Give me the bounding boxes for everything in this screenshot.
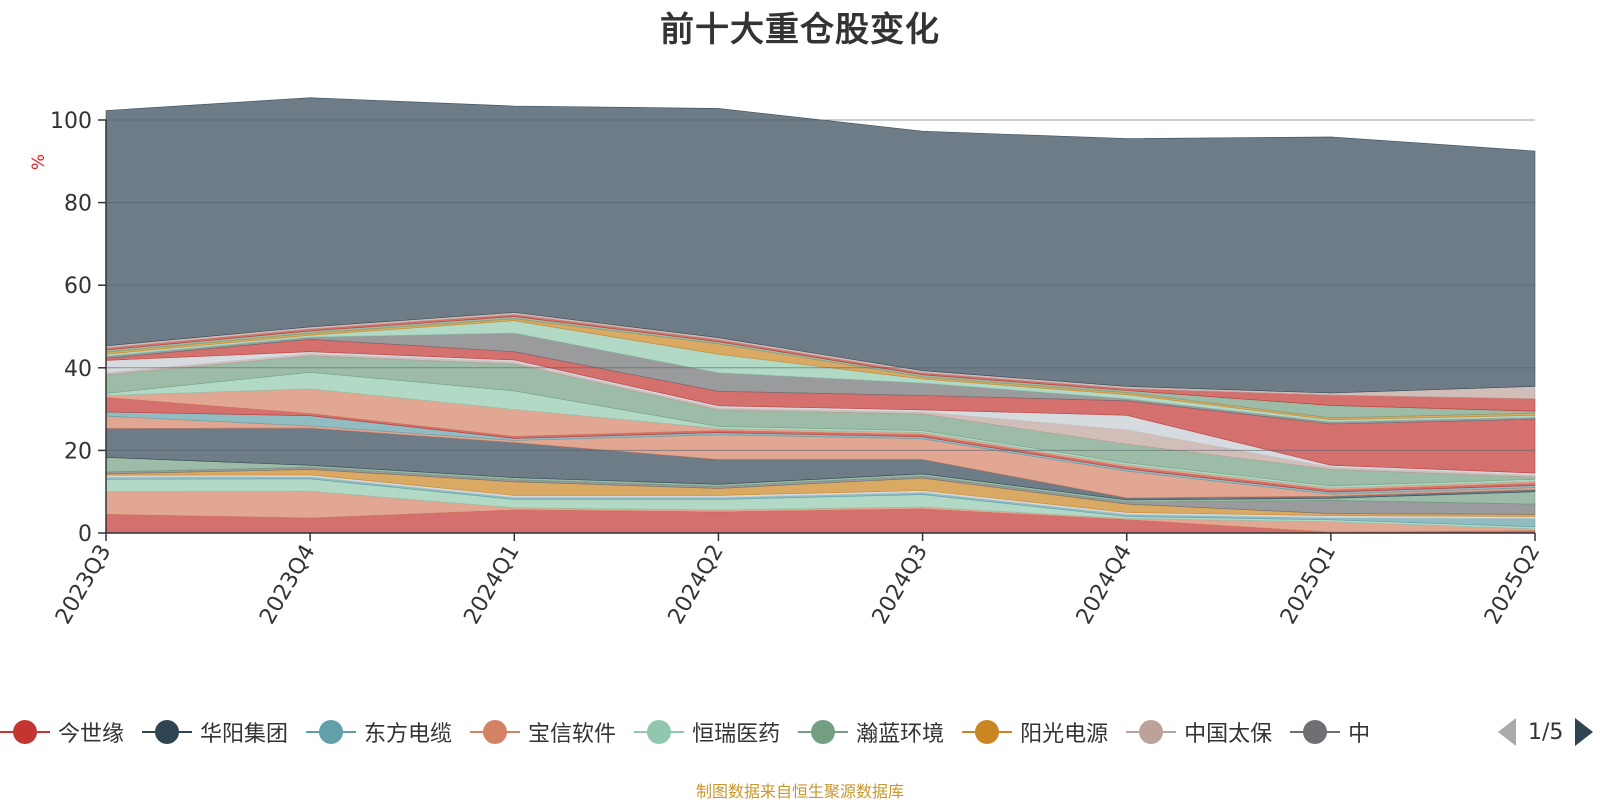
legend-item-4[interactable]: 恒瑞医药 [634, 712, 780, 752]
legend-label: 宝信软件 [528, 722, 617, 747]
legend-marker-icon [962, 720, 1013, 744]
legend-pager: 1/5 [1498, 712, 1600, 752]
x-tick-label-7: 2025Q2 [1480, 541, 1545, 629]
x-tick-label-5: 2024Q4 [1072, 541, 1137, 629]
legend-label: 阳光电源 [1020, 722, 1109, 747]
legend-item-1[interactable]: 华阳集团 [142, 712, 288, 752]
legend-page-indicator: 1/5 [1528, 719, 1564, 745]
legend-label: 中国太保 [1184, 722, 1273, 747]
x-tick-label-2: 2024Q1 [459, 541, 524, 629]
x-tick-label-0: 2023Q3 [51, 541, 116, 629]
legend-marker-icon [0, 720, 50, 744]
y-axis-unit-label: % [29, 154, 49, 170]
legend-label: 华阳集团 [200, 722, 289, 747]
area-series-24[interactable] [105, 97, 1536, 394]
x-tick-label-4: 2024Q3 [868, 541, 933, 629]
legend-marker-icon [1126, 720, 1177, 744]
legend-marker-icon [634, 720, 685, 744]
legend-marker-icon [306, 720, 357, 744]
stacked-area-chart: 0 20 40 60 80 100 2023Q3 2023Q4 2024Q1 2024Q2 2024… [29, 97, 1545, 629]
legend-label: 东方电缆 [364, 722, 453, 747]
legend-marker-icon [142, 720, 193, 744]
area-series-layer [105, 97, 1536, 534]
y-tick-label-4: 80 [64, 192, 92, 217]
legend-label: 中 [1348, 722, 1371, 747]
y-tick-label-3: 60 [64, 274, 92, 299]
y-tick-label-5: 100 [50, 109, 92, 134]
source-note: 制图数据来自恒生聚源数据库 [695, 782, 904, 801]
legend-marker-icon [470, 720, 521, 744]
legend-item-2[interactable]: 东方电缆 [306, 712, 452, 752]
legend-marker-icon [798, 720, 849, 744]
legend-next-icon[interactable] [1575, 718, 1594, 746]
legend-item-3[interactable]: 宝信软件 [470, 712, 616, 752]
legend-label: 今世缘 [58, 722, 125, 747]
legend: 今世缘 华阳集团 东方电缆 宝信软件 恒瑞医药 瀚蓝环境 阳光电源 中国太保 中 [0, 712, 1490, 752]
gridlines [106, 119, 1535, 451]
legend-label: 恒瑞医药 [692, 722, 781, 747]
y-tick-label-0: 0 [78, 522, 92, 547]
y-tick-label-1: 20 [64, 439, 92, 464]
x-tick-label-3: 2024Q2 [664, 541, 729, 629]
legend-label: 瀚蓝环境 [856, 722, 945, 747]
legend-item-6[interactable]: 阳光电源 [962, 712, 1108, 752]
legend-marker-icon [1290, 720, 1341, 744]
chart-title: 前十大重仓股变化 [660, 10, 940, 50]
legend-item-5[interactable]: 瀚蓝环境 [798, 712, 944, 752]
x-tick-label-1: 2023Q4 [255, 541, 320, 629]
legend-item-0[interactable]: 今世缘 [0, 712, 124, 752]
legend-item-8[interactable]: 中 [1290, 712, 1370, 752]
legend-prev-icon[interactable] [1498, 718, 1516, 746]
x-tick-label-6: 2025Q1 [1276, 541, 1341, 629]
legend-item-7[interactable]: 中国太保 [1126, 712, 1272, 752]
y-tick-label-2: 40 [64, 357, 92, 382]
